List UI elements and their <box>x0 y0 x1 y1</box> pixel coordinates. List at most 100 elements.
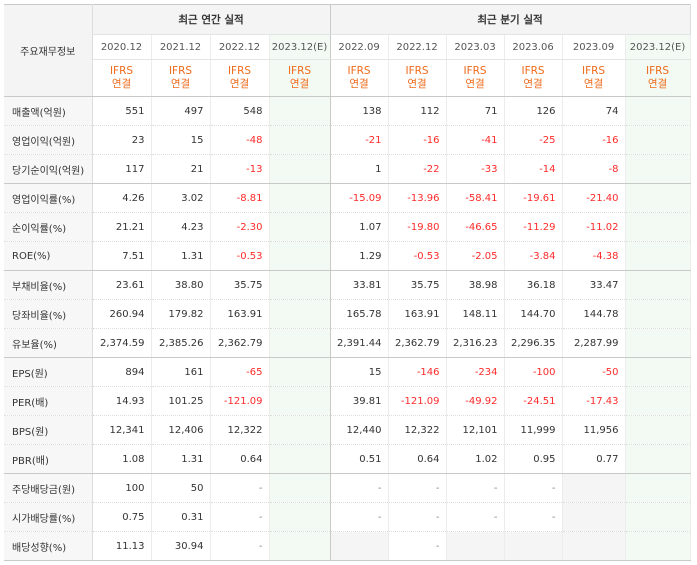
value-cell: -8.81 <box>210 183 270 213</box>
value-cell: 551 <box>92 96 152 126</box>
value-cell: -24.51 <box>504 386 563 416</box>
value-cell: 39.81 <box>330 386 389 416</box>
value-cell: - <box>446 473 505 503</box>
value-cell: -8 <box>562 154 626 184</box>
value-cell: 1 <box>330 154 389 184</box>
value-cell: - <box>210 473 270 503</box>
value-cell: 21.21 <box>92 212 152 242</box>
value-cell: - <box>388 531 447 561</box>
value-cell: -3.84 <box>504 241 563 271</box>
value-cell: 23.61 <box>92 270 152 300</box>
value-cell: 2,316.23 <box>446 328 505 358</box>
row-label: 배당성향(%) <box>4 531 93 561</box>
value-cell: -19.80 <box>388 212 447 242</box>
value-cell: -25 <box>504 125 563 155</box>
value-cell <box>625 299 691 329</box>
table-row: PBR(배) 1.08 1.31 0.64 0.51 0.64 1.02 0.95 0.77 <box>4 444 691 474</box>
value-cell: 15 <box>330 357 389 387</box>
value-cell <box>625 328 691 358</box>
value-cell: 0.75 <box>92 502 152 532</box>
value-cell: -21.40 <box>562 183 626 213</box>
basis-bottom: 연결 <box>465 78 485 90</box>
table-row: 유보율(%) 2,374.59 2,385.26 2,362.79 2,391.44 2,… <box>4 328 691 358</box>
basis-label: IFRS 연결 <box>269 59 331 97</box>
value-cell: 548 <box>210 96 270 126</box>
value-cell <box>269 96 331 126</box>
value-cell: -4.38 <box>562 241 626 271</box>
value-cell: 23 <box>92 125 152 155</box>
table-row: 시가배당률(%) 0.75 0.31- - - - - <box>4 502 691 532</box>
row-label: 당기순이익(억원) <box>4 154 93 184</box>
value-cell: 35.75 <box>388 270 447 300</box>
value-cell: 497 <box>151 96 211 126</box>
period-date: 2023.06 <box>504 34 563 60</box>
value-cell <box>269 386 331 416</box>
value-cell: - <box>210 531 270 561</box>
value-cell <box>269 212 331 242</box>
row-label: 매출액(억원) <box>4 96 93 126</box>
table-row: 배당성향(%) 11.13 30.94- - <box>4 531 691 561</box>
basis-bottom: 연결 <box>349 78 369 90</box>
value-cell: -46.65 <box>446 212 505 242</box>
row-label: 부채비율(%) <box>4 270 93 300</box>
value-cell: 36.18 <box>504 270 563 300</box>
value-cell: -14 <box>504 154 563 184</box>
basis-bottom: 연결 <box>170 78 191 90</box>
value-cell <box>625 241 691 271</box>
value-cell: 101.25 <box>151 386 211 416</box>
value-cell <box>625 270 691 300</box>
row-label: 영업이익(억원) <box>4 125 93 155</box>
period-date: 2022.12 <box>210 34 270 60</box>
value-cell: 11.13 <box>92 531 152 561</box>
basis-top: IFRS <box>347 65 371 77</box>
period-date: 2023.03 <box>446 34 505 60</box>
value-cell: -48 <box>210 125 270 155</box>
value-cell: -146 <box>388 357 447 387</box>
value-cell <box>625 357 691 387</box>
row-label: 당좌비율(%) <box>4 299 93 329</box>
value-cell <box>269 328 331 358</box>
table-row: EPS(원) 894 161 -65 15 -146 -234 -100 -50 <box>4 357 691 387</box>
value-cell <box>625 183 691 213</box>
value-cell: 100 <box>92 473 152 503</box>
value-cell <box>562 502 626 532</box>
value-cell: -21 <box>330 125 389 155</box>
basis-top: IFRS <box>287 65 312 77</box>
table-body: 매출액(억원) 551 497 548 138 112 71 126 74 영업이익(억원) 23 1… <box>4 96 691 561</box>
value-cell: -50 <box>562 357 626 387</box>
value-cell: 2,362.79 <box>388 328 447 358</box>
value-cell: 50 <box>151 473 211 503</box>
period-date: 2020.12 <box>92 34 152 60</box>
basis-label: IFRS 연결 <box>562 59 626 97</box>
value-cell: 12,406 <box>151 415 211 445</box>
value-cell: - <box>388 502 447 532</box>
row-label: BPS(원) <box>4 415 93 445</box>
value-cell <box>269 357 331 387</box>
value-cell: 1.31 <box>151 241 211 271</box>
value-cell: -13.96 <box>388 183 447 213</box>
basis-bottom: 연결 <box>647 78 668 90</box>
value-cell: 12,322 <box>388 415 447 445</box>
table-row: BPS(원) 12,341 12,406 12,322 12,440 12,322 12,1… <box>4 415 691 445</box>
value-cell: 144.78 <box>562 299 626 329</box>
value-cell: - <box>504 502 563 532</box>
value-cell <box>625 531 691 561</box>
value-cell <box>269 299 331 329</box>
value-cell: 2,296.35 <box>504 328 563 358</box>
basis-top: IFRS <box>463 65 487 77</box>
value-cell: - <box>330 473 389 503</box>
value-cell: -16 <box>562 125 626 155</box>
value-cell: 163.91 <box>388 299 447 329</box>
value-cell: 112 <box>388 96 447 126</box>
value-cell: 2,391.44 <box>330 328 389 358</box>
value-cell <box>625 386 691 416</box>
value-cell: 2,362.79 <box>210 328 270 358</box>
value-cell: 35.75 <box>210 270 270 300</box>
basis-bottom: 연결 <box>111 78 132 90</box>
basis-top: IFRS <box>581 65 606 77</box>
value-cell: 1.07 <box>330 212 389 242</box>
value-cell: -11.29 <box>504 212 563 242</box>
basis-bottom: 연결 <box>289 78 310 90</box>
basis-label: IFRS 연결 <box>151 59 211 97</box>
value-cell: 33.81 <box>330 270 389 300</box>
